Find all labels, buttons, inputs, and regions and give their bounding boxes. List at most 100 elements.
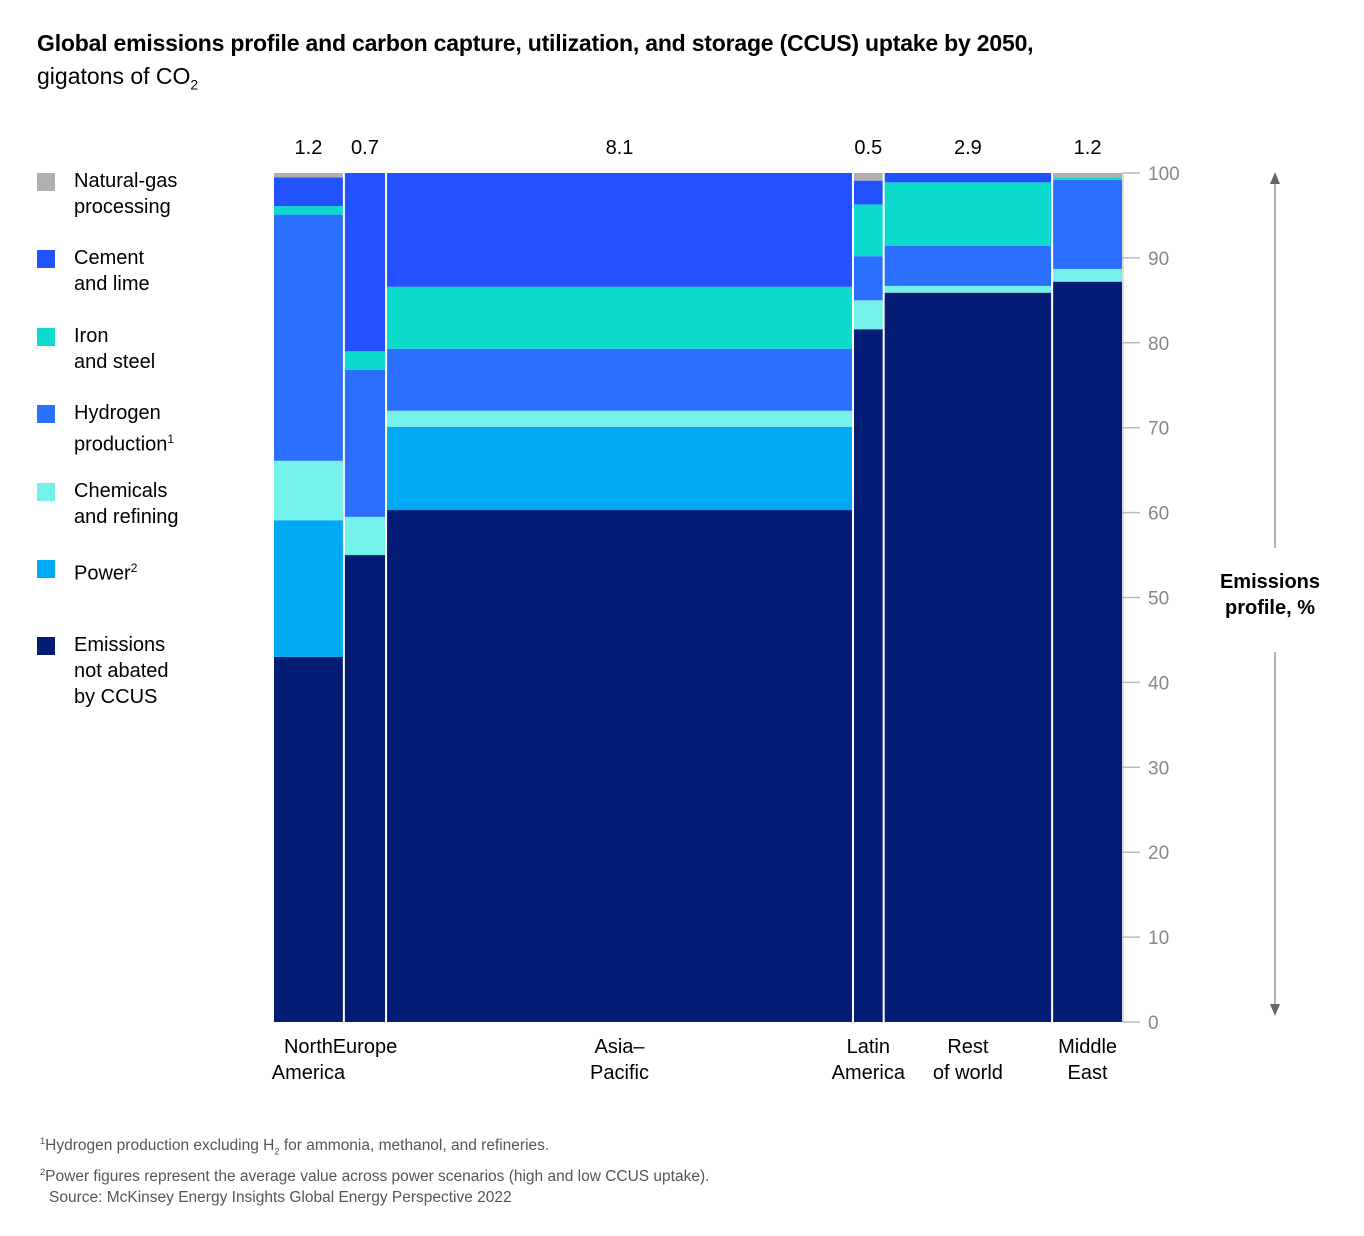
- legend-swatch: [37, 637, 55, 655]
- bar-segment: [853, 256, 883, 301]
- legend-swatch: [37, 328, 55, 346]
- bar-segment: [853, 329, 883, 1022]
- y-tick-label: 70: [1148, 419, 1169, 440]
- y-tick-label: 20: [1148, 843, 1169, 864]
- category-label: America: [832, 1062, 906, 1084]
- footnote-2-text: Power figures represent the average valu…: [45, 1168, 710, 1186]
- y-tick-label: 30: [1148, 758, 1169, 779]
- category-label: Europe: [333, 1036, 398, 1058]
- category-label: America: [272, 1062, 346, 1084]
- y-axis-label-line1: Emissions: [1219, 571, 1321, 593]
- legend-item: Iron and steel: [37, 325, 224, 375]
- bar-segment: [884, 246, 1052, 286]
- y-tick-label: 60: [1148, 504, 1169, 525]
- legend-swatch: [37, 250, 55, 268]
- legend-label: Emissions not abated by CCUS: [74, 634, 169, 708]
- legend-item: Hydrogen production1: [37, 402, 224, 458]
- bar-segment: [387, 410, 852, 427]
- legend-swatch: [37, 405, 55, 423]
- chart-title: Global emissions profile and carbon capt…: [37, 30, 1034, 56]
- bar-segment: [274, 173, 343, 178]
- bar-segment: [884, 182, 1052, 247]
- footnotes: 1Hydrogen production excluding H2 for am…: [40, 1131, 709, 1208]
- bar-segment: [1053, 177, 1122, 180]
- legend-label: Iron and steel: [74, 325, 156, 373]
- bar-segment: [344, 516, 386, 556]
- legend-label: Chemicals and refining: [74, 480, 179, 528]
- legend-item: Cement and lime: [37, 247, 224, 297]
- bar-segment: [344, 369, 386, 517]
- bar-segment: [1053, 281, 1122, 1022]
- arrow-down-icon: [1270, 1004, 1280, 1016]
- footnote-1-marker: 1: [40, 1136, 46, 1146]
- footnote-1-text-end: for ammonia, methanol, and refineries.: [279, 1137, 550, 1155]
- bar-segment: [274, 520, 343, 657]
- bar-segment: [387, 286, 852, 349]
- category-label: Pacific: [590, 1062, 649, 1084]
- bar-segment: [344, 173, 386, 352]
- category-label: North: [284, 1036, 333, 1058]
- y-tick-label: 90: [1148, 249, 1169, 270]
- bar-segment: [344, 351, 386, 370]
- legend-swatch: [37, 173, 55, 191]
- bar-segment: [274, 177, 343, 207]
- bar-segment: [387, 173, 852, 287]
- subtitle-subscript: 2: [190, 77, 199, 93]
- category-label: Rest: [947, 1036, 989, 1058]
- y-tick-label: 40: [1148, 673, 1169, 694]
- footnote-1: 1Hydrogen production excluding H2 for am…: [40, 1131, 709, 1162]
- column-width-label: 8.1: [606, 137, 634, 159]
- category-label: Middle: [1058, 1036, 1117, 1058]
- bar-segment: [387, 348, 852, 411]
- legend-label: Natural-gas processing: [74, 170, 178, 218]
- legend-item: Natural-gas processing: [37, 170, 224, 220]
- bar-segment: [274, 206, 343, 215]
- y-tick-label: 0: [1148, 1013, 1159, 1034]
- arrow-up-icon: [1270, 172, 1280, 184]
- column-width-label: 2.9: [954, 137, 982, 159]
- subtitle-text: gigatons of CO: [37, 63, 191, 89]
- bar-segment: [387, 426, 852, 511]
- y-tick-label: 10: [1148, 928, 1169, 949]
- source-note: Source: McKinsey Energy Insights Global …: [49, 1189, 512, 1207]
- y-tick-label: 50: [1148, 589, 1169, 610]
- column-width-label: 0.7: [351, 137, 379, 159]
- category-label: Latin: [847, 1036, 890, 1058]
- legend-item: Power2: [37, 560, 224, 587]
- bar-segment: [387, 510, 852, 1022]
- y-tick-label: 80: [1148, 334, 1169, 355]
- category-label: Asia–: [594, 1036, 645, 1058]
- legend-swatch: [37, 560, 55, 578]
- bar-segment: [853, 204, 883, 257]
- footnote-2: 2Power figures represent the average val…: [40, 1162, 709, 1187]
- category-label: East: [1068, 1062, 1108, 1084]
- y-axis-label: Emissions profile, %: [1210, 569, 1330, 621]
- y-tick-label: 100: [1148, 164, 1180, 185]
- footnote-1-sub: 2: [274, 1146, 280, 1157]
- legend-item: Chemicals and refining: [37, 480, 224, 530]
- legend-label: Power2: [74, 561, 138, 585]
- column-width-label: 1.2: [295, 137, 323, 159]
- legend-label: Hydrogen production1: [74, 402, 175, 456]
- footnote-2-marker: 2: [40, 1167, 46, 1178]
- legend-item: Emissions not abated by CCUS: [37, 634, 224, 710]
- bar-segment: [853, 173, 883, 181]
- bar-segment: [853, 180, 883, 205]
- legend-label: Cement and lime: [74, 247, 150, 295]
- column-width-label: 0.5: [854, 137, 882, 159]
- chart-subtitle: gigatons of CO2: [37, 63, 198, 93]
- bar-segment: [1053, 173, 1122, 178]
- bar-segment: [1053, 268, 1122, 282]
- bar-segment: [274, 460, 343, 521]
- bar-segment: [884, 285, 1052, 293]
- category-label: of world: [933, 1062, 1003, 1084]
- column-width-label: 1.2: [1074, 137, 1102, 159]
- bar-segment: [884, 173, 1052, 183]
- bar-segment: [274, 214, 343, 461]
- y-axis-label-line2: profile, %: [1224, 597, 1315, 619]
- footnote-1-text: Hydrogen production excluding H: [45, 1137, 275, 1155]
- bar-segment: [853, 300, 883, 330]
- bar-segment: [344, 555, 386, 1022]
- bar-segment: [884, 292, 1052, 1023]
